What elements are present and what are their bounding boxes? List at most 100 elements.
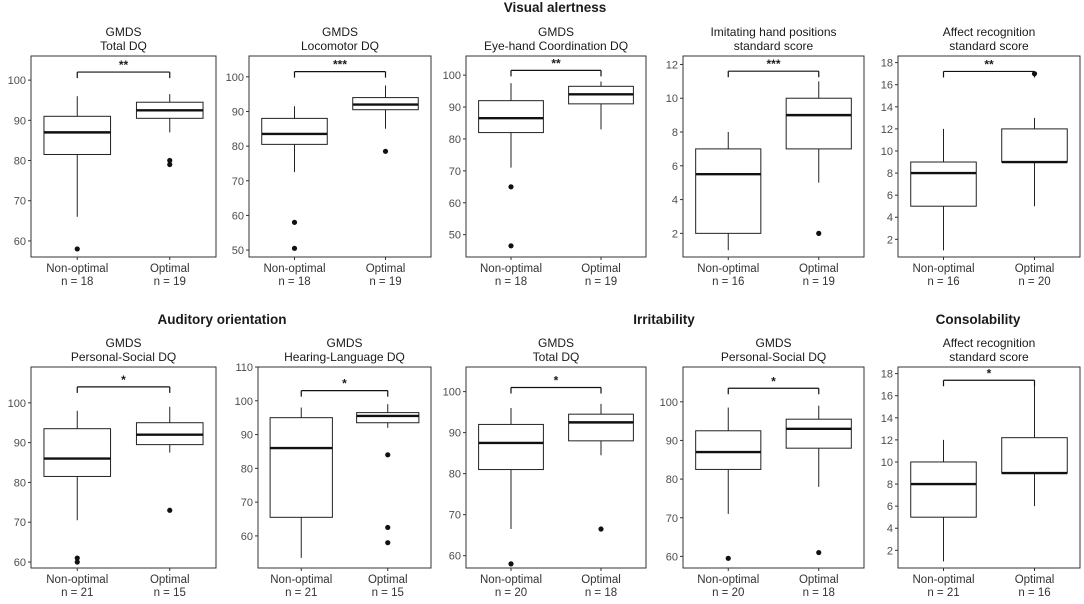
y-tick-label: 90	[241, 430, 253, 442]
group-n-label: n = 16	[927, 276, 959, 288]
panel-title-line-2: Total DQ	[533, 350, 580, 364]
y-tick-label: 8	[887, 168, 893, 180]
y-tick-label: 90	[666, 435, 678, 447]
outlier-point	[385, 452, 391, 458]
y-tick-label: 16	[881, 391, 893, 403]
y-tick-label: 90	[449, 102, 461, 114]
outlier-point	[291, 245, 298, 251]
panel-title-line-1: GMDS	[538, 336, 574, 350]
y-tick-label: 4	[887, 212, 893, 224]
category-label: Optimal	[150, 574, 190, 586]
y-tick-label: 4	[887, 523, 893, 535]
category-label: Optimal	[150, 263, 190, 275]
category-label: Non-optimal	[913, 263, 975, 275]
outlier-point	[508, 243, 514, 249]
category-label: Optimal	[366, 263, 406, 275]
category-label: Non-optimal	[480, 263, 542, 275]
outlier-point	[382, 148, 389, 154]
significance-bracket: ***	[293, 58, 387, 78]
y-tick-label: 8	[887, 479, 893, 491]
category-label: Non-optimal	[264, 263, 326, 275]
panel-title-line-2: Locomotor DQ	[301, 39, 379, 53]
panel-title-line-2: standard score	[734, 39, 814, 53]
y-tick-label: 70	[449, 510, 461, 522]
y-tick-label: 70	[241, 497, 253, 509]
y-tick-label: 100	[8, 398, 26, 410]
outlier-point	[74, 246, 80, 252]
outlier-point	[167, 507, 173, 513]
significance-stars: **	[551, 56, 561, 70]
y-tick-label: 70	[232, 176, 244, 188]
box-iqr	[261, 117, 328, 145]
y-tick-label: 70	[449, 166, 461, 178]
y-tick-label: 80	[241, 463, 253, 475]
group-n-label: n = 20	[712, 587, 744, 599]
plot-frame	[248, 55, 432, 258]
category-label: Optimal	[1015, 574, 1055, 586]
category-label: Non-optimal	[913, 574, 975, 586]
y-tick-label: 8	[672, 127, 678, 139]
y-tick-label: 80	[666, 474, 678, 486]
significance-stars: ***	[333, 58, 347, 72]
box-iqr	[478, 423, 544, 471]
box-iqr	[785, 418, 852, 449]
group-n-label: n = 21	[285, 587, 317, 599]
outlier-point	[74, 559, 80, 565]
outlier-point	[74, 555, 80, 561]
panel-title-line-1: GMDS	[106, 336, 142, 350]
category-label: Non-optimal	[46, 263, 108, 275]
panel-title-line-2: standard score	[949, 39, 1029, 53]
panel-title-line-2: Total DQ	[100, 39, 147, 53]
y-tick-label: 10	[666, 93, 678, 105]
panel-title-line-1: GMDS	[327, 336, 363, 350]
significance-bracket: *	[76, 373, 171, 393]
panel-title-line-2: Personal-Social DQ	[721, 350, 826, 364]
outlier-point	[385, 540, 391, 546]
y-tick-label: 12	[881, 435, 893, 447]
significance-stars: *	[554, 374, 559, 388]
y-tick-label: 60	[666, 551, 678, 563]
y-tick-label: 50	[449, 230, 461, 242]
y-tick-label: 80	[449, 469, 461, 481]
box-iqr	[478, 100, 544, 134]
y-tick-label: 100	[226, 72, 244, 84]
y-tick-label: 6	[672, 161, 678, 173]
significance-stars: *	[342, 377, 347, 391]
box-iqr	[1001, 437, 1068, 474]
outlier-point	[385, 524, 391, 531]
y-tick-label: 90	[14, 115, 26, 127]
y-tick-label: 4	[672, 195, 678, 207]
y-tick-label: 12	[666, 59, 678, 71]
panel-title-line-1: GMDS	[106, 25, 142, 39]
category-label: Non-optimal	[480, 574, 542, 586]
group-n-label: n = 18	[278, 276, 310, 288]
box-iqr	[910, 161, 977, 207]
box-iqr	[695, 430, 762, 470]
box-iqr	[1001, 128, 1068, 163]
y-tick-label: 18	[881, 58, 893, 70]
box-iqr	[43, 428, 112, 477]
y-tick-label: 70	[14, 517, 26, 529]
outlier-point	[598, 526, 604, 532]
y-tick-label: 12	[881, 124, 893, 136]
significance-bracket: *	[942, 366, 1036, 387]
significance-bracket: **	[510, 56, 602, 77]
y-tick-label: 6	[887, 501, 893, 513]
group-n-label: n = 18	[61, 276, 93, 288]
panel-title-line-1: GMDS	[322, 25, 358, 39]
y-tick-label: 90	[232, 106, 244, 118]
